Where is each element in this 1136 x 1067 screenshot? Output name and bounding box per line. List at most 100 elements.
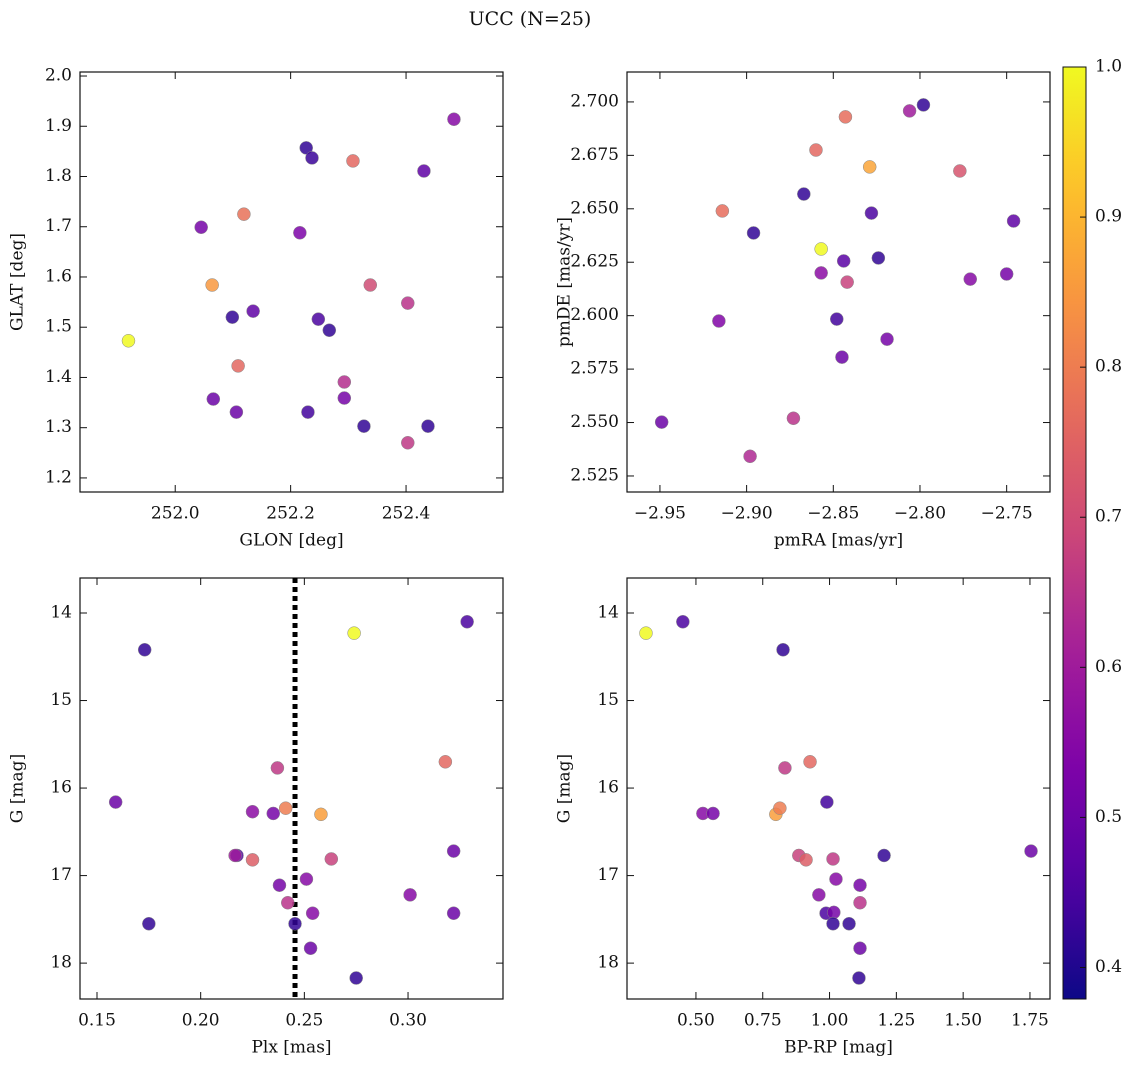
x-tick-label: 252.2: [266, 504, 315, 524]
scatter-point: [228, 848, 242, 863]
scatter-point: [797, 187, 811, 201]
plot-area: [79, 71, 504, 493]
y-tick-label: 1.5: [45, 317, 72, 337]
scatter-point: [272, 878, 287, 892]
scatter-point: [799, 853, 813, 867]
scatter-point: [288, 916, 302, 931]
x-tick-label: 0.50: [677, 1011, 715, 1031]
x-tick-label: −2.80: [894, 504, 946, 524]
y-tick-label: 2.575: [570, 359, 619, 379]
y-tick-label: 1.6: [45, 266, 72, 286]
y-axis-label: G [mag]: [555, 754, 575, 823]
scatter-point: [403, 888, 417, 902]
scatter-point: [305, 151, 319, 165]
scatter-point: [999, 267, 1014, 281]
y-tick-label: 1.9: [45, 116, 72, 136]
scatter-point: [778, 761, 792, 775]
plot-area: [626, 577, 1051, 1000]
x-tick-label: 1.00: [811, 1011, 849, 1031]
y-tick-label: 2.625: [570, 252, 619, 272]
scatter-point: [862, 160, 877, 174]
scatter-point: [337, 391, 352, 405]
scatter-point: [814, 266, 828, 280]
scatter-point: [840, 275, 854, 289]
scatter-point: [142, 916, 156, 931]
scatter-point: [827, 905, 841, 920]
scatter-point: [963, 272, 978, 286]
scatter-point: [324, 852, 339, 866]
scatter-point: [853, 878, 867, 892]
y-tick-label: 2.600: [570, 305, 619, 325]
scatter-point: [347, 626, 361, 640]
scatter-point: [121, 334, 136, 348]
scatter-point: [1006, 214, 1021, 228]
scatter-point: [266, 806, 281, 821]
y-tick-label: 2.650: [570, 198, 619, 218]
scatter-point: [880, 332, 894, 346]
y-tick-label: 14: [50, 603, 72, 623]
y-axis-label: G [mag]: [8, 754, 28, 823]
scatter-point: [293, 226, 307, 240]
scatter-point: [864, 206, 879, 220]
y-tick-label: 16: [50, 778, 72, 798]
colorbar-tick-label: 0.6: [1095, 657, 1122, 677]
y-tick-label: 1.3: [45, 417, 72, 437]
scatter-point: [916, 98, 931, 112]
y-tick-label: 1.7: [45, 216, 72, 236]
scatter-point: [786, 411, 801, 426]
scatter-point: [446, 906, 461, 920]
plot-area: [626, 71, 1051, 493]
y-axis-label: pmDE [mas/yr]: [555, 217, 575, 347]
x-tick-label: 0.25: [285, 1011, 323, 1031]
y-axis-label: GLAT [deg]: [8, 233, 28, 331]
scatter-point: [237, 207, 251, 221]
colorbar-tick-label: 0.9: [1095, 207, 1122, 227]
scatter-point: [852, 971, 866, 985]
x-tick-label: 252.4: [382, 504, 431, 524]
x-axis-label: BP-RP [mag]: [784, 1038, 893, 1058]
scatter-point: [417, 164, 431, 178]
colorbar-tick-label: 0.8: [1095, 357, 1122, 377]
scatter-point: [830, 312, 844, 326]
scatter-point: [746, 226, 761, 240]
y-tick-label: 2.700: [570, 91, 619, 111]
scatter-point: [270, 761, 285, 775]
y-tick-label: 2.675: [570, 145, 619, 165]
scatter-point: [225, 310, 240, 324]
scatter-point: [715, 204, 730, 218]
y-tick-label: 15: [597, 690, 619, 710]
scatter-point: [311, 312, 326, 326]
scatter-point: [314, 807, 328, 822]
scatter-point: [278, 801, 293, 815]
scatter-point: [401, 296, 415, 310]
y-tick-label: 18: [597, 953, 619, 973]
scatter-point: [812, 888, 826, 902]
x-tick-label: −2.85: [807, 504, 859, 524]
scatter-point: [301, 405, 315, 419]
scatter-point: [137, 643, 152, 657]
x-tick-label: 0.30: [389, 1011, 427, 1031]
x-axis-label: GLON [deg]: [239, 531, 343, 551]
scatter-point: [826, 852, 840, 866]
colorbar-tick-label: 0.7: [1095, 507, 1122, 527]
x-tick-label: 1.50: [944, 1011, 982, 1031]
scatter-point: [712, 314, 726, 328]
scatter-point: [245, 853, 260, 867]
x-tick-label: 1.25: [877, 1011, 915, 1031]
x-axis-label: Plx [mas]: [251, 1038, 331, 1058]
y-tick-label: 2.550: [570, 412, 619, 432]
scatter-point: [809, 143, 823, 157]
scatter-point: [654, 415, 669, 429]
figure-title: UCC (N=25): [469, 8, 592, 30]
scatter-point: [337, 375, 352, 389]
scatter-point: [820, 795, 834, 809]
scatter-point: [953, 164, 967, 178]
x-tick-label: −2.90: [721, 504, 773, 524]
scatter-point: [401, 436, 415, 450]
scatter-point: [421, 419, 435, 433]
scatter-point: [773, 801, 787, 815]
scatter-point: [299, 872, 314, 886]
y-tick-label: 1.4: [45, 367, 72, 387]
scatter-point: [853, 895, 867, 910]
